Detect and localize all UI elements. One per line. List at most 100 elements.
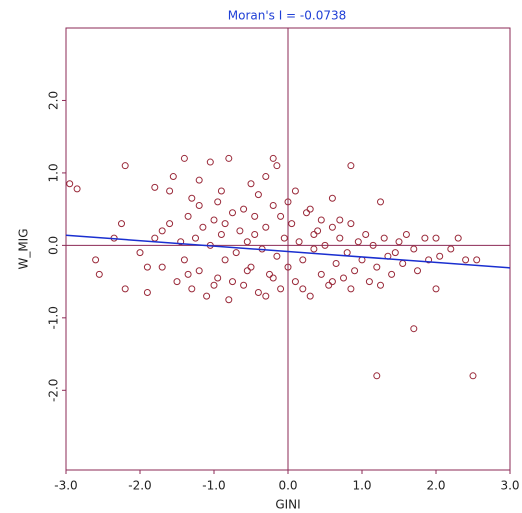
point <box>151 183 159 191</box>
y-tick-label: 2.0 <box>47 91 61 110</box>
point <box>288 220 296 228</box>
point <box>328 278 336 286</box>
x-tick-label: 3.0 <box>500 479 519 493</box>
point <box>229 278 236 286</box>
point <box>166 220 174 228</box>
point <box>328 194 336 202</box>
point <box>336 234 344 242</box>
point <box>306 292 314 300</box>
point <box>206 158 214 166</box>
point <box>328 223 336 231</box>
point <box>254 191 262 199</box>
point <box>240 281 248 289</box>
point <box>295 238 303 246</box>
point <box>425 256 433 264</box>
point <box>291 187 299 195</box>
point <box>214 198 222 206</box>
point <box>188 194 196 202</box>
chart-title: Moran's I = -0.0738 <box>228 9 347 23</box>
x-axis-label: GINI <box>275 498 300 512</box>
point <box>317 270 325 278</box>
point <box>351 267 359 275</box>
point <box>247 180 255 188</box>
point <box>373 263 381 271</box>
point <box>121 285 129 293</box>
point <box>180 256 188 264</box>
point <box>262 292 270 300</box>
point <box>277 212 285 220</box>
point <box>236 227 244 235</box>
point <box>391 249 399 257</box>
point <box>310 231 318 239</box>
point <box>410 325 418 333</box>
point <box>432 234 440 242</box>
point <box>273 252 281 260</box>
point <box>262 223 270 231</box>
point <box>284 263 292 271</box>
point <box>199 223 207 231</box>
point <box>306 205 314 213</box>
point <box>221 256 229 264</box>
point <box>210 281 218 289</box>
point <box>414 267 421 275</box>
point <box>354 238 362 246</box>
point <box>377 198 384 206</box>
point <box>436 252 444 260</box>
point <box>151 234 159 242</box>
point <box>321 241 329 249</box>
point <box>136 249 144 257</box>
point <box>177 238 185 246</box>
x-tick-label: 1.0 <box>352 479 371 493</box>
point <box>232 249 240 257</box>
point <box>473 256 481 264</box>
point <box>291 278 299 286</box>
point <box>310 245 318 253</box>
point <box>229 209 236 217</box>
point <box>332 259 340 267</box>
point <box>118 220 125 228</box>
point <box>317 216 325 224</box>
point <box>158 227 166 235</box>
point <box>380 234 388 242</box>
point <box>73 185 81 193</box>
point <box>299 285 307 293</box>
x-tick-label: -2.0 <box>128 479 151 493</box>
point <box>340 274 347 282</box>
point <box>280 234 288 242</box>
point <box>365 278 373 286</box>
point <box>462 256 470 264</box>
point <box>180 154 188 162</box>
point <box>377 281 384 289</box>
point <box>343 249 351 257</box>
point <box>225 154 233 162</box>
point <box>399 259 407 267</box>
point <box>269 154 277 162</box>
point <box>410 245 418 253</box>
point <box>184 270 192 278</box>
y-tick-label: -2.0 <box>47 379 61 402</box>
point <box>143 288 151 296</box>
point <box>210 216 218 224</box>
point <box>362 231 370 239</box>
point <box>369 241 377 249</box>
point <box>269 274 277 282</box>
point <box>432 285 440 293</box>
x-tick-label: 2.0 <box>426 479 445 493</box>
trend-line <box>65 234 511 269</box>
point <box>195 267 203 275</box>
x-tick-label: -1.0 <box>202 479 225 493</box>
point <box>269 202 277 210</box>
y-tick-label: 0.0 <box>47 236 61 255</box>
point <box>303 209 310 217</box>
point <box>402 231 410 239</box>
point <box>143 263 151 271</box>
point <box>336 216 344 224</box>
point <box>243 267 251 275</box>
point <box>395 238 403 246</box>
point <box>347 220 355 228</box>
point <box>192 234 199 242</box>
point <box>184 212 192 220</box>
point <box>173 278 181 286</box>
point <box>221 220 229 228</box>
